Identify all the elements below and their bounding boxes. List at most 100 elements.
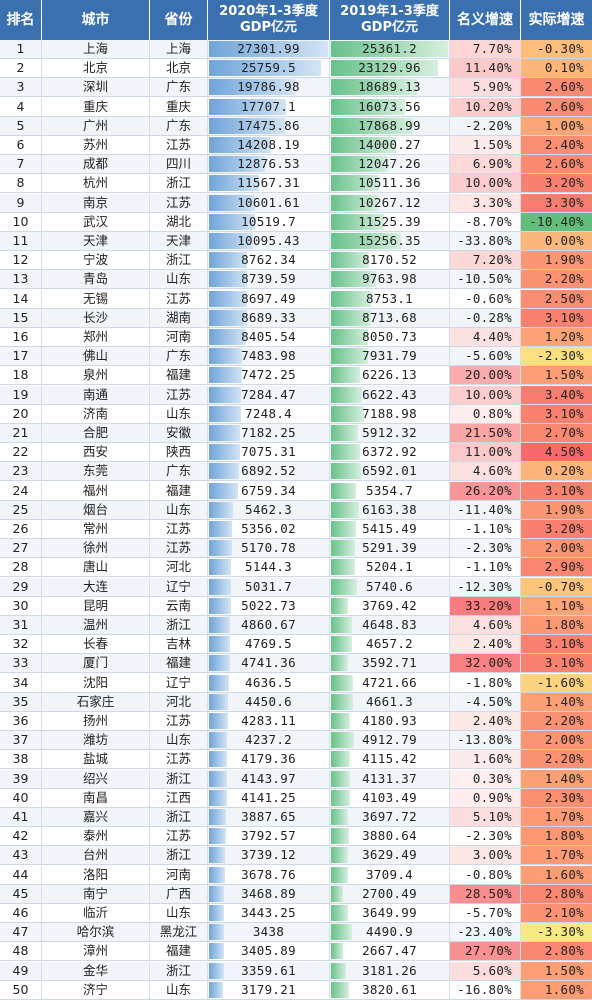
- value-gdp2020: 3359.61: [241, 962, 296, 978]
- bar-gdp2019: [331, 386, 362, 403]
- cell-nominal-growth: 10.00%: [450, 385, 521, 404]
- cell-province: 福建: [150, 654, 208, 673]
- cell-rank: 20: [0, 404, 42, 423]
- cell-province: 山东: [150, 904, 208, 922]
- cell-nominal-growth: -2.30%: [450, 539, 521, 558]
- value-gdp2019: 4490.9: [366, 924, 413, 940]
- cell-province: 重庆: [150, 97, 208, 116]
- cell-city: 厦门: [42, 654, 150, 673]
- bar-gdp2020: [209, 540, 232, 557]
- bar-gdp2019: [331, 924, 352, 941]
- header-province: 省份: [150, 0, 208, 40]
- cell-nominal-growth: 21.50%: [450, 424, 521, 442]
- header-real-growth: 实际增速: [528, 11, 585, 28]
- cell-gdp2020: 5356.02: [208, 520, 330, 538]
- cell-real-growth: 1.90%: [521, 251, 592, 270]
- bar-gdp2019: [331, 329, 369, 345]
- cell-province: 山东: [150, 500, 208, 519]
- cell-nominal-growth: 11.40%: [450, 59, 521, 78]
- bar-gdp2019: [331, 521, 356, 537]
- cell-province: 河南: [150, 865, 208, 884]
- cell-gdp2019: 3769.42: [330, 596, 450, 615]
- cell-nominal-growth: 0.30%: [450, 769, 521, 788]
- bar-gdp2019: [331, 540, 356, 557]
- cell-rank: 26: [0, 520, 42, 538]
- cell-province: 浙江: [150, 808, 208, 826]
- cell-real-growth: 1.80%: [521, 616, 592, 634]
- cell-gdp2019: 4131.37: [330, 769, 450, 788]
- cell-nominal-growth: -33.80%: [450, 232, 521, 250]
- cell-real-growth: 3.10%: [521, 654, 592, 673]
- bar-gdp2020: [209, 367, 242, 384]
- cell-city: 沈阳: [42, 673, 150, 692]
- cell-gdp2020: 8762.34: [208, 251, 330, 270]
- cell-city: 温州: [42, 616, 150, 634]
- cell-rank: 28: [0, 558, 42, 577]
- bar-gdp2019: [331, 348, 368, 365]
- bar-gdp2020: [209, 578, 231, 595]
- cell-gdp2020: 7075.31: [208, 443, 330, 462]
- cell-city: 哈尔滨: [42, 923, 150, 942]
- cell-real-growth: 1.00%: [521, 116, 592, 135]
- value-gdp2020: 5462.3: [245, 501, 292, 517]
- table-row: 38 盐城 江苏 4179.36 4115.42 1.60% 2.20%: [0, 750, 592, 770]
- cell-province: 天津: [150, 232, 208, 250]
- cell-city: 长春: [42, 635, 150, 654]
- cell-city: 天津: [42, 232, 150, 250]
- cell-real-growth: 3.10%: [521, 635, 592, 654]
- cell-real-growth: 2.20%: [521, 750, 592, 769]
- bar-gdp2020: [209, 905, 224, 921]
- cell-nominal-growth: -23.40%: [450, 923, 521, 942]
- value-gdp2019: 5354.7: [366, 482, 413, 498]
- cell-gdp2019: 11525.39: [330, 212, 450, 231]
- cell-rank: 42: [0, 827, 42, 846]
- header-nominal-growth: 名义增速: [450, 0, 521, 40]
- table-row: 49 金华 浙江 3359.61 3181.26 5.60% 1.50%: [0, 961, 592, 981]
- bar-gdp2019: [331, 463, 362, 480]
- cell-city: 嘉兴: [42, 808, 150, 826]
- cell-gdp2020: 3443.25: [208, 904, 330, 922]
- cell-province: 浙江: [150, 769, 208, 788]
- cell-province: 福建: [150, 481, 208, 500]
- cell-nominal-growth: -2.30%: [450, 827, 521, 846]
- bar-gdp2020: [209, 674, 230, 691]
- cell-real-growth: 2.80%: [521, 884, 592, 903]
- table-row: 6 苏州 江苏 14208.19 14000.27 1.50% 2.40%: [0, 136, 592, 155]
- bar-gdp2020: [209, 233, 253, 249]
- table-row: 17 佛山 广东 7483.98 7931.79 -5.60% -2.30%: [0, 347, 592, 367]
- cell-nominal-growth: 4.60%: [450, 462, 521, 481]
- value-gdp2020: 11567.31: [237, 175, 300, 191]
- cell-gdp2020: 4450.6: [208, 692, 330, 711]
- cell-gdp2020: 7284.47: [208, 385, 330, 404]
- cell-real-growth: 1.50%: [521, 366, 592, 385]
- cell-gdp2019: 25361.2: [330, 40, 450, 58]
- cell-nominal-growth: 5.90%: [450, 78, 521, 97]
- cell-city: 济南: [42, 404, 150, 423]
- bar-gdp2019: [331, 137, 396, 153]
- cell-rank: 24: [0, 481, 42, 500]
- cell-real-growth: 2.70%: [521, 424, 592, 442]
- value-gdp2019: 3880.64: [362, 828, 417, 844]
- cell-gdp2020: 4179.36: [208, 750, 330, 769]
- cell-gdp2020: 3887.65: [208, 808, 330, 826]
- table-row: 2 北京 北京 25759.5 23129.96 11.40% 0.10%: [0, 59, 592, 79]
- value-gdp2020: 7284.47: [241, 386, 296, 402]
- cell-city: 成都: [42, 155, 150, 174]
- cell-real-growth: 4.50%: [521, 443, 592, 462]
- value-gdp2020: 27301.99: [237, 41, 300, 56]
- bar-gdp2020: [209, 943, 224, 960]
- cell-gdp2019: 5354.7: [330, 481, 450, 500]
- cell-rank: 9: [0, 193, 42, 212]
- value-gdp2019: 17868.99: [358, 117, 421, 133]
- cell-rank: 36: [0, 712, 42, 730]
- cell-province: 河北: [150, 692, 208, 711]
- cell-rank: 14: [0, 289, 42, 308]
- table-row: 42 泰州 江苏 3792.57 3880.64 -2.30% 1.80%: [0, 827, 592, 847]
- header-gdp-2019-line2: GDP亿元: [361, 20, 418, 35]
- cell-nominal-growth: 27.70%: [450, 942, 521, 961]
- cell-gdp2020: 10601.61: [208, 193, 330, 212]
- cell-rank: 27: [0, 539, 42, 558]
- value-gdp2019: 7931.79: [362, 348, 417, 364]
- value-gdp2020: 6759.34: [241, 482, 296, 498]
- bar-gdp2020: [209, 252, 248, 269]
